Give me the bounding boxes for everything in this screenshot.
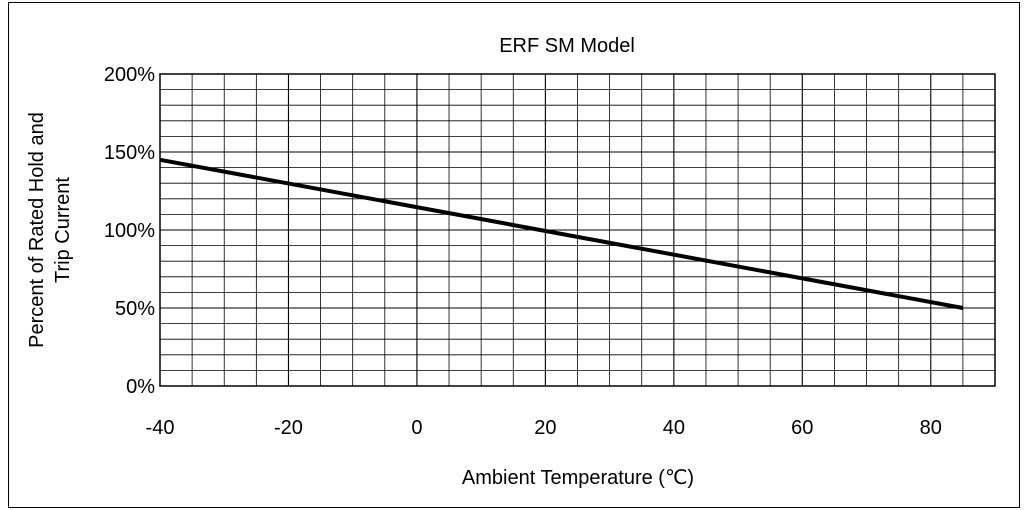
x-tick-label: -20 <box>274 417 303 439</box>
y-tick-label: 50% <box>115 298 155 320</box>
x-tick-label: 60 <box>791 417 813 439</box>
y-axis-label-line-2: Trip Current <box>52 177 74 283</box>
x-tick-label: -40 <box>146 417 175 439</box>
series-layer <box>159 157 964 310</box>
chart-title: ERF SM Model <box>499 35 635 57</box>
x-tick-label: 20 <box>534 417 556 439</box>
y-tick-label: 0% <box>126 376 155 398</box>
y-tick-label: 100% <box>104 220 155 242</box>
x-tick-label: 80 <box>920 417 942 439</box>
grid-major <box>160 74 995 386</box>
series-line <box>159 157 964 310</box>
x-axis-ticks: -40 -20 0 20 40 60 80 <box>146 417 942 439</box>
y-axis-ticks: 0% 50% 100% 150% 200% <box>104 64 155 398</box>
x-tick-label: 0 <box>411 417 422 439</box>
chart-frame <box>8 2 1020 508</box>
x-axis-label: Ambient Temperature (℃) <box>462 467 694 489</box>
y-tick-label: 150% <box>104 142 155 164</box>
y-tick-label: 200% <box>104 64 155 86</box>
y-axis-label-line-1: Percent of Rated Hold and <box>26 112 48 348</box>
plot-border <box>159 73 996 387</box>
x-tick-label: 40 <box>663 417 685 439</box>
